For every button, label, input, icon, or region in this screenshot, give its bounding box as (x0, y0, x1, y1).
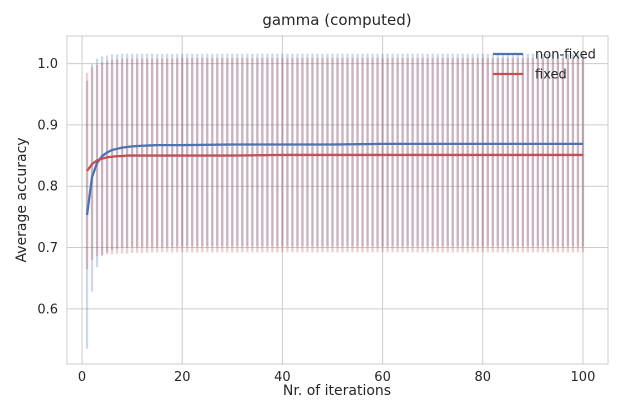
error-bars-non-fixed (85, 53, 585, 349)
series-line-fixed (86, 153, 583, 172)
y-tick-labels: 0.6 0.7 0.8 0.9 1.0 (37, 57, 58, 317)
series-line-non-fixed (85, 142, 583, 216)
x-tick-label: 100 (571, 370, 596, 385)
x-tick-label: 40 (274, 370, 291, 385)
legend-label-non-fixed: non-fixed (535, 48, 596, 63)
grid (67, 36, 608, 364)
plot-area (66, 35, 609, 365)
y-tick-label: 0.6 (37, 302, 58, 317)
legend-label-fixed: fixed (535, 68, 567, 83)
y-tick-label: 0.9 (37, 118, 58, 133)
series-lines (85, 142, 583, 216)
chart-title: gamma (computed) (262, 11, 411, 29)
x-tick-labels: 0 20 40 60 80 100 (78, 370, 595, 385)
legend: non-fixed fixed (493, 48, 596, 83)
x-tick-label: 0 (78, 370, 86, 385)
y-tick-label: 0.8 (37, 180, 58, 195)
x-tick-label: 60 (374, 370, 391, 385)
y-tick-label: 1.0 (37, 57, 58, 72)
y-tick-label: 0.7 (37, 241, 58, 256)
x-tick-label: 20 (174, 370, 191, 385)
x-axis-label: Nr. of iterations (283, 383, 391, 399)
x-tick-label: 80 (474, 370, 491, 385)
y-axis-label: Average accuracy (14, 137, 30, 262)
